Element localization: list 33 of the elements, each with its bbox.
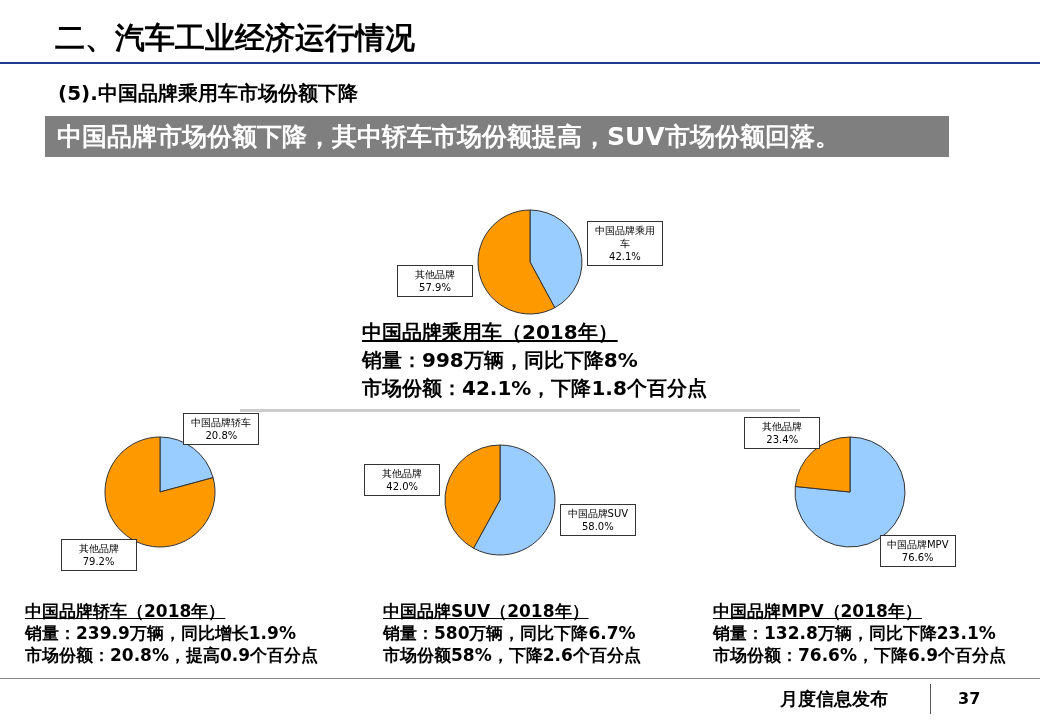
slice-label: 中国品牌SUV	[566, 506, 630, 520]
slice-label: 中国品牌乘用车	[594, 223, 656, 250]
data-label: 20.8%	[204, 429, 239, 443]
text: 销量：998万辆，同比下降8%	[362, 347, 639, 374]
data-label: 76.6%	[900, 550, 935, 564]
data-label: 79.2%	[81, 554, 116, 568]
text: 中国品牌轿车（2018年）	[25, 600, 227, 622]
slice-label: 其他品牌	[77, 541, 120, 555]
data-label: 23.4%	[765, 433, 800, 447]
data-label: 57.9%	[418, 280, 452, 294]
text: 市场份额：42.1%，下降1.8个百分点	[362, 375, 707, 402]
data-label: 58.0%	[580, 519, 615, 533]
text: (5).中国品牌乘用车市场份额下降	[58, 80, 358, 107]
text: 37	[958, 689, 981, 708]
text: 市场份额：76.6%，下降6.9个百分点	[713, 644, 1007, 666]
text: 市场份额58%，下降2.6个百分点	[383, 644, 641, 666]
text: 销量：132.8万辆，同比下降23.1%	[713, 622, 997, 644]
slice-label: 其他品牌	[381, 467, 424, 481]
data-label: 42.1%	[608, 249, 642, 263]
text: 月度信息发布	[780, 687, 888, 711]
text: 销量：239.9万辆，同比增长1.9%	[25, 622, 297, 644]
text: 市场份额：20.8%，提高0.9个百分点	[25, 644, 319, 666]
slice-label: 中国品牌MPV	[886, 537, 950, 551]
text: 中国品牌MPV（2018年）	[713, 600, 923, 622]
text: 中国品牌乘用车（2018年）	[362, 319, 619, 346]
text: 二、汽车工业经济运行情况	[55, 19, 415, 57]
text: 销量：580万辆，同比下降6.7%	[383, 622, 637, 644]
slice-label: 其他品牌	[761, 420, 804, 434]
text: 中国品牌市场份额下降，其中轿车市场份额提高，SUV市场份额回落。	[45, 116, 949, 157]
slice-label: 其他品牌	[414, 267, 456, 281]
slice-label: 中国品牌轿车	[190, 416, 253, 430]
text: 中国品牌SUV（2018年）	[383, 600, 590, 622]
data-label: 42.0%	[385, 480, 420, 494]
